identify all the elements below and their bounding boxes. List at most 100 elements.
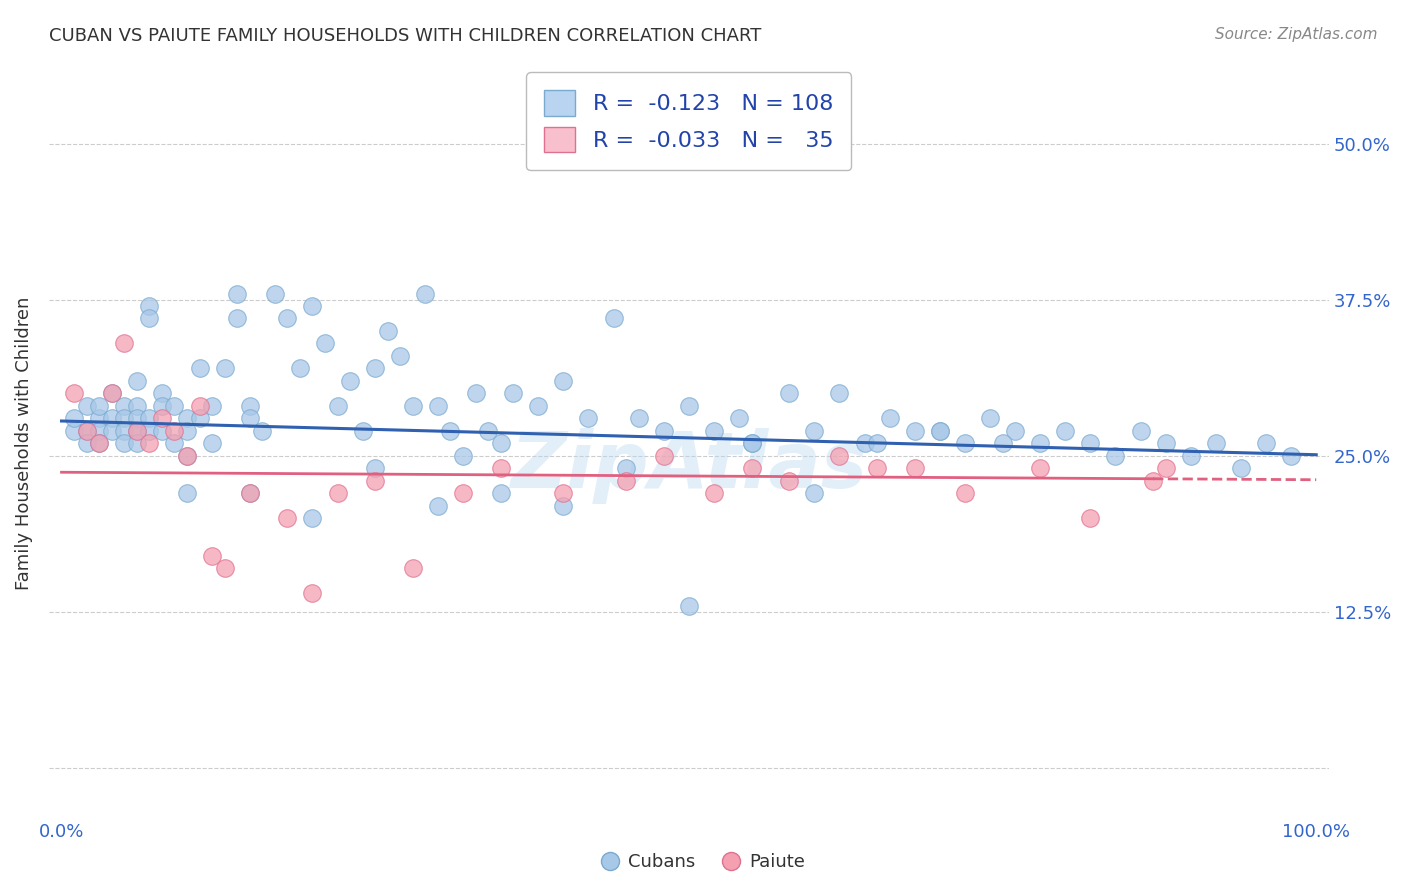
Point: [76, 424, 98, 438]
Point: [1254, 436, 1277, 450]
Point: [100, 424, 122, 438]
Point: [678, 399, 700, 413]
Point: [163, 436, 186, 450]
Point: [402, 399, 425, 413]
Point: [703, 424, 725, 438]
Point: [176, 424, 198, 438]
Point: [377, 324, 399, 338]
Point: [741, 436, 763, 450]
Point: [1029, 461, 1052, 475]
Point: [402, 561, 425, 575]
Point: [1054, 424, 1077, 438]
Point: [652, 449, 675, 463]
Point: [489, 461, 512, 475]
Point: [953, 486, 976, 500]
Point: [138, 299, 160, 313]
Point: [928, 424, 950, 438]
Text: CUBAN VS PAIUTE FAMILY HOUSEHOLDS WITH CHILDREN CORRELATION CHART: CUBAN VS PAIUTE FAMILY HOUSEHOLDS WITH C…: [49, 27, 762, 45]
Point: [1230, 461, 1253, 475]
Point: [150, 424, 173, 438]
Point: [464, 386, 486, 401]
Point: [741, 436, 763, 450]
Point: [276, 311, 298, 326]
Point: [138, 411, 160, 425]
Point: [728, 411, 751, 425]
Point: [1029, 436, 1052, 450]
Point: [1004, 424, 1026, 438]
Point: [112, 336, 135, 351]
Point: [201, 436, 224, 450]
Point: [389, 349, 412, 363]
Point: [188, 399, 211, 413]
Point: [527, 399, 550, 413]
Point: [477, 424, 499, 438]
Point: [252, 424, 274, 438]
Point: [176, 449, 198, 463]
Point: [112, 436, 135, 450]
Point: [1154, 436, 1177, 450]
Point: [415, 286, 437, 301]
Legend: Cubans, Paiute: Cubans, Paiute: [593, 847, 813, 879]
Point: [138, 311, 160, 326]
Point: [239, 411, 262, 425]
Point: [364, 361, 387, 376]
Point: [1104, 449, 1126, 463]
Point: [602, 311, 624, 326]
Point: [125, 424, 148, 438]
Point: [451, 449, 474, 463]
Point: [553, 374, 575, 388]
Point: [553, 486, 575, 500]
Point: [1180, 449, 1202, 463]
Text: ZipAtlas: ZipAtlas: [510, 428, 868, 504]
Point: [1154, 461, 1177, 475]
Point: [163, 399, 186, 413]
Point: [553, 499, 575, 513]
Point: [239, 399, 262, 413]
Point: [866, 436, 889, 450]
Point: [125, 399, 148, 413]
Point: [678, 599, 700, 613]
Point: [150, 399, 173, 413]
Point: [1279, 449, 1302, 463]
Point: [125, 424, 148, 438]
Point: [866, 461, 889, 475]
Point: [63, 386, 86, 401]
Point: [979, 411, 1001, 425]
Point: [63, 424, 86, 438]
Point: [176, 486, 198, 500]
Point: [125, 374, 148, 388]
Point: [439, 424, 461, 438]
Point: [1129, 424, 1152, 438]
Point: [100, 411, 122, 425]
Point: [853, 436, 876, 450]
Point: [904, 461, 927, 475]
Point: [76, 424, 98, 438]
Point: [614, 461, 637, 475]
Point: [339, 374, 361, 388]
Point: [326, 399, 349, 413]
Point: [112, 399, 135, 413]
Point: [76, 436, 98, 450]
Point: [188, 411, 211, 425]
Point: [703, 486, 725, 500]
Point: [276, 511, 298, 525]
Point: [125, 436, 148, 450]
Point: [778, 386, 800, 401]
Point: [150, 411, 173, 425]
Point: [214, 361, 236, 376]
Point: [426, 399, 449, 413]
Point: [214, 561, 236, 575]
Point: [828, 386, 851, 401]
Point: [1080, 511, 1102, 525]
Point: [89, 436, 111, 450]
Point: [63, 411, 86, 425]
Point: [741, 461, 763, 475]
Point: [89, 399, 111, 413]
Point: [352, 424, 374, 438]
Point: [652, 424, 675, 438]
Point: [904, 424, 927, 438]
Point: [176, 449, 198, 463]
Point: [226, 311, 249, 326]
Point: [1205, 436, 1227, 450]
Point: [188, 361, 211, 376]
